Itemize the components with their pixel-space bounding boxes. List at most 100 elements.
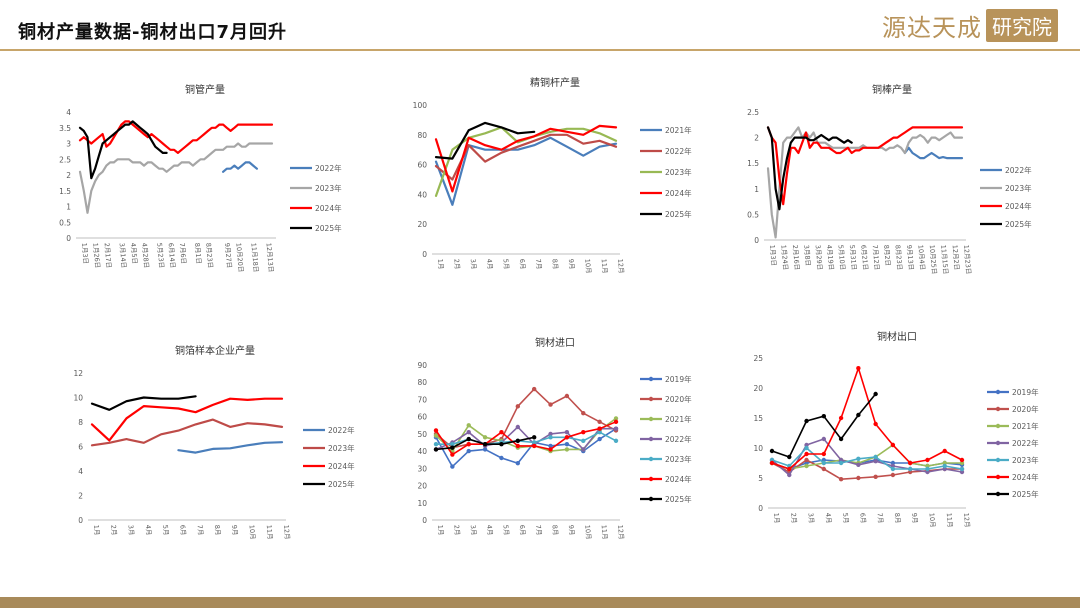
series-line-0 bbox=[903, 146, 964, 160]
legend-marker bbox=[995, 457, 1001, 463]
legend-marker bbox=[995, 491, 1001, 497]
series-point bbox=[597, 426, 602, 431]
series-point bbox=[531, 440, 537, 445]
x-tick-label: 10月 bbox=[583, 524, 592, 539]
series-point bbox=[907, 460, 913, 466]
x-tick-label: 12月 bbox=[962, 512, 971, 527]
x-tick-label: 6月 bbox=[518, 258, 527, 269]
series-point bbox=[787, 472, 792, 478]
brand-name: 源达天成 bbox=[882, 13, 982, 42]
y-tick-label: 4 bbox=[66, 108, 71, 117]
series-point bbox=[548, 443, 553, 449]
x-tick-label: 11月18日 bbox=[249, 242, 260, 272]
series-point bbox=[873, 454, 878, 460]
legend-label: 2024年 bbox=[1012, 472, 1039, 482]
x-tick-label: 9月 bbox=[230, 524, 239, 535]
series-point bbox=[499, 455, 504, 461]
legend-label: 2024年 bbox=[328, 461, 355, 471]
x-tick-label: 3月 bbox=[469, 258, 478, 269]
series-point bbox=[856, 456, 861, 461]
series-point bbox=[959, 457, 965, 463]
series-point bbox=[925, 457, 930, 463]
series-point bbox=[613, 416, 619, 421]
series-point bbox=[548, 435, 553, 440]
y-tick-label: 3 bbox=[66, 140, 71, 149]
x-tick-label: 8月 bbox=[893, 512, 902, 523]
legend-marker bbox=[648, 376, 654, 382]
y-tick-label: 40 bbox=[417, 447, 427, 456]
series-point bbox=[564, 429, 570, 435]
x-tick-label: 4月5日 bbox=[129, 242, 139, 264]
series-point bbox=[613, 419, 619, 425]
brand-logo: 源达天成 研究院 bbox=[882, 8, 1058, 42]
series-point bbox=[564, 435, 570, 440]
x-tick-label: 8月 bbox=[213, 524, 222, 535]
x-tick-label: 4月 bbox=[824, 512, 833, 523]
series-line-2 bbox=[771, 444, 963, 470]
legend-marker bbox=[648, 496, 654, 502]
series-point bbox=[942, 448, 947, 454]
series-line-2 bbox=[90, 397, 284, 442]
legend-marker bbox=[648, 416, 654, 422]
legend-marker bbox=[995, 389, 1001, 395]
series-point bbox=[433, 433, 439, 438]
series-point bbox=[515, 438, 521, 443]
series-point bbox=[942, 463, 947, 469]
legend-label: 2023年 bbox=[315, 183, 342, 193]
x-tick-label: 12月2日 bbox=[951, 244, 961, 270]
x-tick-label: 10月25日 bbox=[928, 244, 939, 274]
legend-label: 2023年 bbox=[665, 167, 692, 177]
series-point bbox=[856, 462, 861, 467]
series-point bbox=[433, 442, 439, 447]
y-tick-label: 50 bbox=[417, 430, 427, 439]
legend-label: 2020年 bbox=[1012, 404, 1039, 414]
series-point bbox=[856, 475, 861, 481]
y-tick-label: 10 bbox=[73, 394, 83, 403]
x-tick-label: 7月 bbox=[196, 524, 205, 535]
x-tick-label: 8月2日 bbox=[882, 244, 892, 266]
y-tick-label: 90 bbox=[417, 361, 427, 370]
page-title: 铜材产量数据-铜材出口7月回升 bbox=[18, 22, 287, 43]
series-point bbox=[581, 438, 586, 443]
x-tick-label: 2月 bbox=[789, 512, 798, 523]
series-point bbox=[873, 474, 878, 479]
legend-label: 2023年 bbox=[1005, 183, 1032, 193]
legend-marker bbox=[648, 456, 654, 462]
series-line-5 bbox=[435, 420, 617, 456]
legend-label: 2023年 bbox=[665, 454, 692, 464]
x-tick-label: 9月 bbox=[567, 258, 576, 269]
y-tick-label: 60 bbox=[417, 161, 427, 170]
y-tick-label: 0 bbox=[78, 516, 83, 525]
x-tick-label: 4月19日 bbox=[825, 244, 835, 270]
x-tick-label: 12月13日 bbox=[264, 242, 275, 272]
series-line-3 bbox=[766, 126, 853, 211]
x-tick-label: 5月23日 bbox=[155, 242, 165, 268]
series-point bbox=[515, 424, 521, 430]
series-line-2 bbox=[78, 120, 274, 154]
x-tick-label: 5月 bbox=[841, 512, 850, 523]
x-tick-label: 1月 bbox=[92, 524, 101, 535]
x-tick-label: 1月3日 bbox=[768, 244, 778, 266]
legend-label: 2021年 bbox=[665, 414, 692, 424]
x-tick-label: 6月14日 bbox=[167, 242, 177, 268]
x-tick-label: 5月 bbox=[501, 258, 510, 269]
series-point bbox=[873, 459, 878, 464]
x-tick-label: 2月 bbox=[109, 524, 118, 535]
y-tick-label: 2.5 bbox=[59, 155, 71, 164]
legend-label: 2023年 bbox=[1012, 455, 1039, 465]
x-tick-label: 11月15日 bbox=[939, 244, 950, 274]
series-point bbox=[564, 442, 570, 447]
series-point bbox=[466, 423, 471, 428]
x-tick-label: 3月8日 bbox=[802, 244, 812, 266]
series-point bbox=[482, 447, 488, 452]
x-tick-label: 8月23日 bbox=[204, 242, 214, 268]
legend-label: 2025年 bbox=[315, 223, 342, 233]
series-point bbox=[548, 431, 553, 437]
series-line-3 bbox=[434, 124, 618, 193]
x-tick-label: 11月 bbox=[600, 258, 609, 273]
x-tick-label: 4月28日 bbox=[140, 242, 150, 268]
x-tick-label: 2月17日 bbox=[103, 242, 113, 268]
series-line-6 bbox=[771, 393, 877, 458]
x-tick-label: 3月14日 bbox=[118, 242, 128, 268]
